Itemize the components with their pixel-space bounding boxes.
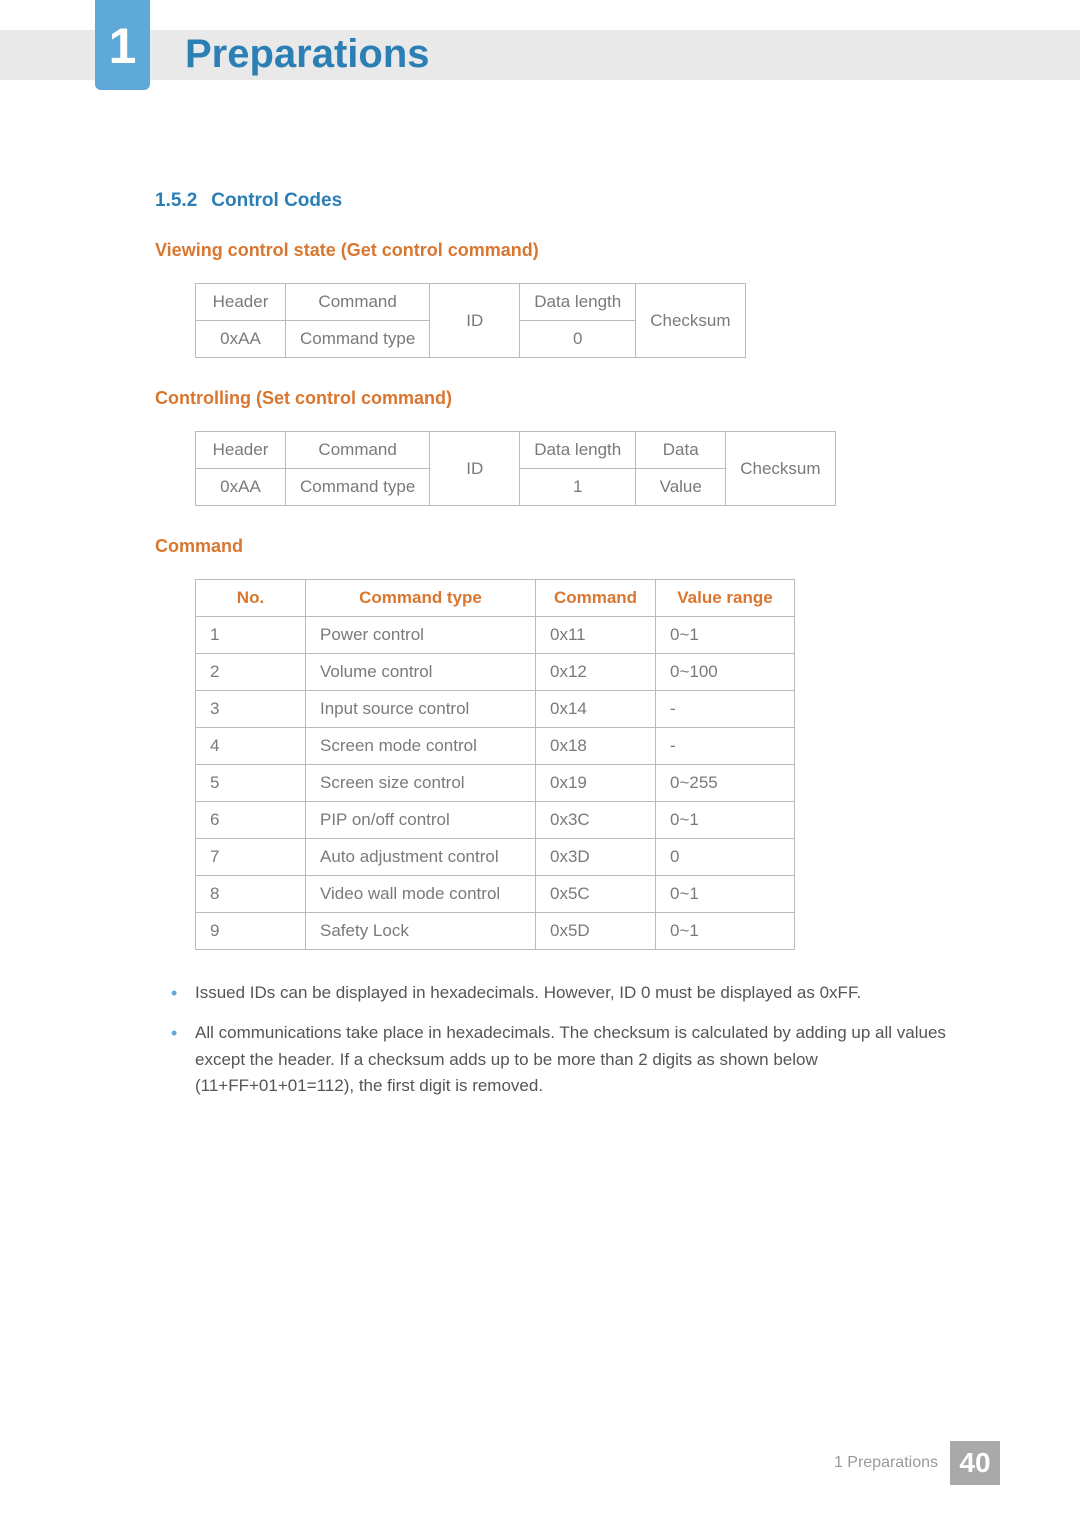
cell-header: Header <box>196 284 286 321</box>
cell: Value <box>636 469 726 506</box>
cell: 3 <box>196 691 306 728</box>
cell: 0x14 <box>536 691 656 728</box>
table-row: 2Volume control0x120~100 <box>196 654 795 691</box>
cell: 0x5C <box>536 876 656 913</box>
cell-datalength: Data length <box>520 284 636 321</box>
table2-heading: Controlling (Set control command) <box>155 388 980 409</box>
cell: 0 <box>520 321 636 358</box>
cell: Command type <box>286 321 430 358</box>
get-command-table: Header Command ID Data length Checksum 0… <box>195 283 746 358</box>
table-row: 5Screen size control0x190~255 <box>196 765 795 802</box>
footer-text: 1 Preparations <box>834 1454 938 1472</box>
table-row: Header Command ID Data length Data Check… <box>196 432 836 469</box>
table-row: 9Safety Lock0x5D0~1 <box>196 913 795 950</box>
table-row: 3Input source control0x14- <box>196 691 795 728</box>
cell: 1 <box>520 469 636 506</box>
cell: 0x12 <box>536 654 656 691</box>
cell-checksum: Checksum <box>636 284 745 358</box>
cell: 0x18 <box>536 728 656 765</box>
col-value-range: Value range <box>656 580 795 617</box>
list-item: All communications take place in hexadec… <box>167 1020 980 1099</box>
cell: 4 <box>196 728 306 765</box>
set-command-table: Header Command ID Data length Data Check… <box>195 431 836 506</box>
cell: 1 <box>196 617 306 654</box>
cell: 7 <box>196 839 306 876</box>
page-number: 40 <box>950 1441 1000 1485</box>
cell: 5 <box>196 765 306 802</box>
cell-checksum: Checksum <box>726 432 835 506</box>
cell: 0~1 <box>656 802 795 839</box>
cell: 8 <box>196 876 306 913</box>
section-heading: 1.5.2 Control Codes <box>155 190 980 212</box>
table-row: Header Command ID Data length Checksum <box>196 284 746 321</box>
cell: - <box>656 728 795 765</box>
chapter-title: Preparations <box>185 32 430 77</box>
cell: 0x3C <box>536 802 656 839</box>
cell: 0~100 <box>656 654 795 691</box>
cell: 0x19 <box>536 765 656 802</box>
page-content: 1.5.2 Control Codes Viewing control state… <box>155 190 980 1113</box>
table-row: 8Video wall mode control0x5C0~1 <box>196 876 795 913</box>
page-footer: 1 Preparations 40 <box>834 1441 1000 1485</box>
cell: 0~1 <box>656 913 795 950</box>
table-header-row: No. Command type Command Value range <box>196 580 795 617</box>
cell: - <box>656 691 795 728</box>
cell: 0~1 <box>656 876 795 913</box>
section-title: Control Codes <box>211 190 342 211</box>
notes-list: Issued IDs can be displayed in hexadecim… <box>167 980 980 1099</box>
table-row: 1Power control0x110~1 <box>196 617 795 654</box>
cell: 9 <box>196 913 306 950</box>
cell-command: Command <box>286 284 430 321</box>
cell: Auto adjustment control <box>306 839 536 876</box>
cell: Command type <box>286 469 430 506</box>
cell: Input source control <box>306 691 536 728</box>
cell: 0x5D <box>536 913 656 950</box>
cell: PIP on/off control <box>306 802 536 839</box>
table1-heading: Viewing control state (Get control comma… <box>155 240 980 261</box>
cell: 0 <box>656 839 795 876</box>
col-command: Command <box>536 580 656 617</box>
section-number: 1.5.2 <box>155 190 197 211</box>
cell: Video wall mode control <box>306 876 536 913</box>
cell: Screen mode control <box>306 728 536 765</box>
cell: 0xAA <box>196 321 286 358</box>
cell: 0~1 <box>656 617 795 654</box>
cell-command: Command <box>286 432 430 469</box>
header-bar <box>0 30 1080 80</box>
list-item: Issued IDs can be displayed in hexadecim… <box>167 980 980 1006</box>
cell: 0~255 <box>656 765 795 802</box>
table3-heading: Command <box>155 536 980 557</box>
cell: 2 <box>196 654 306 691</box>
cell: Volume control <box>306 654 536 691</box>
cell-header: Header <box>196 432 286 469</box>
cell: 6 <box>196 802 306 839</box>
cell-id: ID <box>430 284 520 358</box>
cell-id: ID <box>430 432 520 506</box>
table-row: 7Auto adjustment control0x3D0 <box>196 839 795 876</box>
command-list-table: No. Command type Command Value range 1Po… <box>195 579 795 950</box>
table-row: 6PIP on/off control0x3C0~1 <box>196 802 795 839</box>
cell-datalength: Data length <box>520 432 636 469</box>
cell: Screen size control <box>306 765 536 802</box>
chapter-number-badge: 1 <box>95 0 150 90</box>
cell: 0xAA <box>196 469 286 506</box>
cell: Power control <box>306 617 536 654</box>
col-command-type: Command type <box>306 580 536 617</box>
cell: 0x11 <box>536 617 656 654</box>
cell: Safety Lock <box>306 913 536 950</box>
cell: 0x3D <box>536 839 656 876</box>
col-no: No. <box>196 580 306 617</box>
table-row: 4Screen mode control0x18- <box>196 728 795 765</box>
cell-data: Data <box>636 432 726 469</box>
